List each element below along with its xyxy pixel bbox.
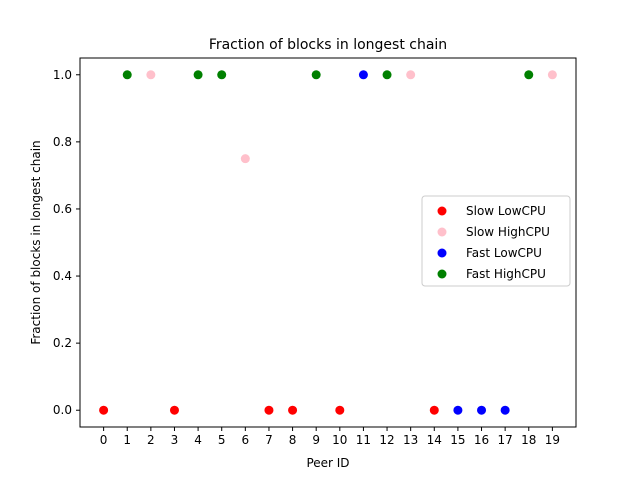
y-tick-label: 0.4	[53, 269, 72, 283]
data-point	[524, 70, 534, 80]
x-tick-label: 1	[123, 433, 131, 447]
y-axis: 0.0 0.2 0.4 0.6 0.8 1.0	[53, 68, 80, 417]
y-tick-label: 0.0	[53, 403, 72, 417]
x-tick-label: 3	[171, 433, 179, 447]
x-tick-label: 18	[521, 433, 536, 447]
data-point	[99, 405, 109, 415]
data-point	[382, 70, 392, 80]
legend-marker	[437, 227, 447, 237]
data-point	[547, 70, 557, 80]
x-axis-label: Peer ID	[306, 456, 349, 470]
x-tick-label: 16	[474, 433, 489, 447]
x-tick-label: 15	[450, 433, 465, 447]
x-tick-label: 9	[312, 433, 320, 447]
x-tick-label: 7	[265, 433, 273, 447]
x-tick-label: 6	[242, 433, 250, 447]
y-tick-label: 0.2	[53, 336, 72, 350]
data-point	[264, 405, 274, 415]
y-axis-label: Fraction of blocks in longest chain	[29, 140, 43, 344]
data-point	[193, 70, 203, 80]
y-tick-label: 1.0	[53, 68, 72, 82]
x-tick-label: 4	[194, 433, 202, 447]
legend-label: Slow LowCPU	[466, 204, 546, 218]
data-point	[240, 154, 250, 164]
data-point	[406, 70, 416, 80]
legend-label: Slow HighCPU	[466, 225, 550, 239]
data-point	[311, 70, 321, 80]
y-tick-label: 0.6	[53, 202, 72, 216]
legend-label: Fast LowCPU	[466, 246, 542, 260]
x-tick-label: 19	[545, 433, 560, 447]
x-tick-label: 8	[289, 433, 297, 447]
data-point	[288, 405, 298, 415]
legend-marker	[437, 269, 447, 279]
legend-label: Fast HighCPU	[466, 267, 546, 281]
data-point	[500, 405, 510, 415]
plot-frame	[79, 57, 577, 428]
data-point	[217, 70, 227, 80]
data-point	[429, 405, 439, 415]
legend-box	[421, 195, 571, 287]
x-tick-label: 0	[100, 433, 108, 447]
x-axis: 0 1 2 3 4 5 6 7 8 9 10 11 12 13 14 15 16 17 18 19	[100, 427, 560, 447]
legend: Slow LowCPU Slow HighCPU Fast LowCPU Fast H…	[421, 195, 571, 287]
data-point	[169, 405, 179, 415]
x-tick-label: 14	[427, 433, 442, 447]
x-tick-label: 5	[218, 433, 226, 447]
legend-marker	[437, 206, 447, 216]
data-point	[358, 70, 368, 80]
data-point	[146, 70, 156, 80]
legend-marker	[437, 248, 447, 258]
x-tick-label: 11	[356, 433, 371, 447]
data-point	[335, 405, 345, 415]
x-tick-label: 2	[147, 433, 155, 447]
data-point	[477, 405, 487, 415]
x-tick-label: 17	[498, 433, 513, 447]
chart-title: Fraction of blocks in longest chain	[209, 37, 447, 53]
points-layer	[99, 70, 557, 415]
y-tick-label: 0.8	[53, 135, 72, 149]
x-tick-label: 13	[403, 433, 418, 447]
data-point	[122, 70, 132, 80]
data-point	[453, 405, 463, 415]
x-tick-label: 12	[379, 433, 394, 447]
x-tick-label: 10	[332, 433, 347, 447]
